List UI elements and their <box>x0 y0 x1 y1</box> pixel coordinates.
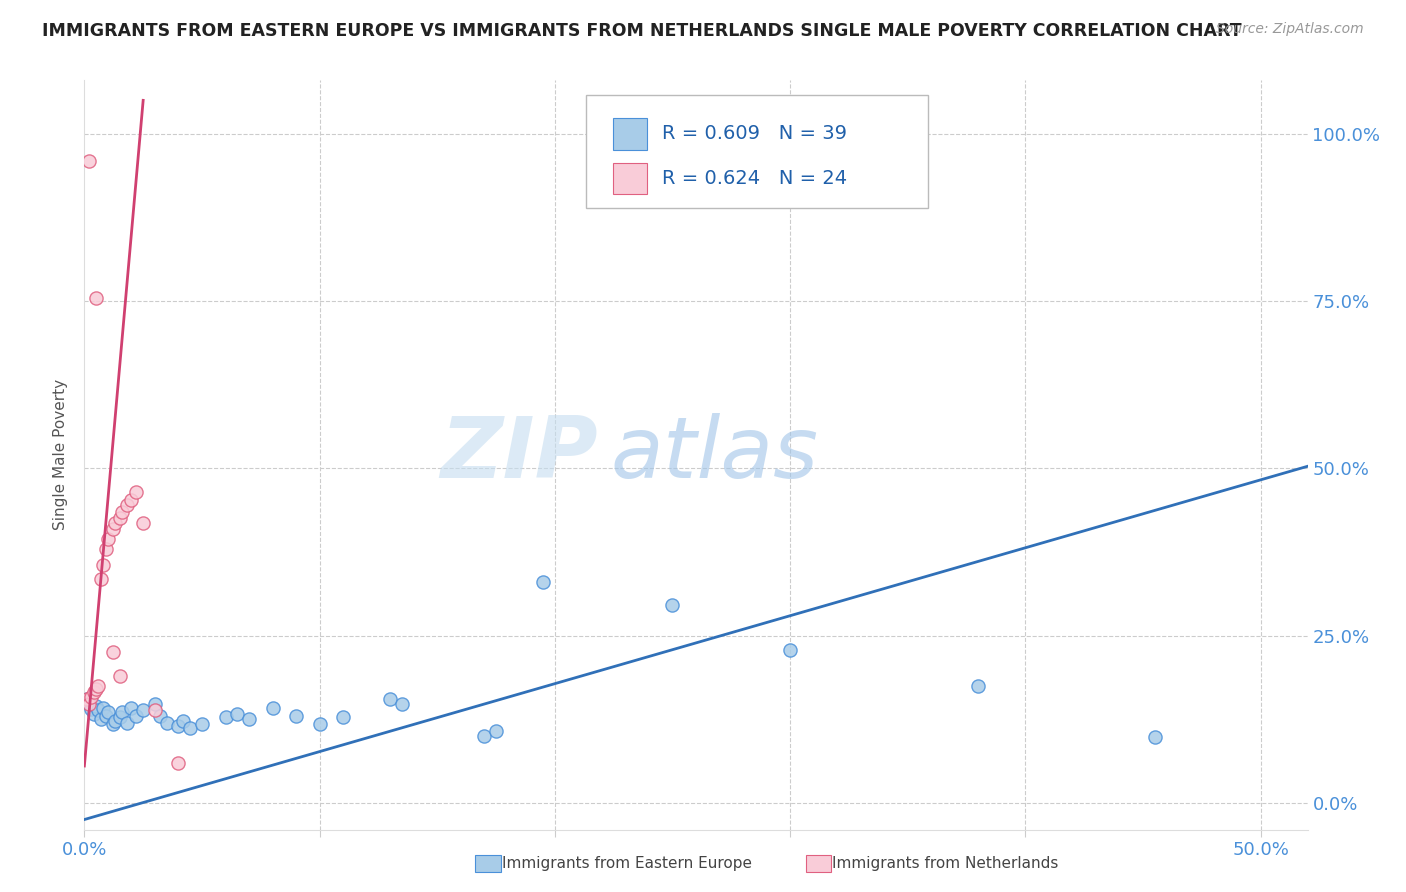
Point <box>104 714 127 728</box>
Point <box>167 756 190 770</box>
Point <box>94 708 117 723</box>
Point <box>132 516 155 530</box>
Point <box>111 505 134 519</box>
Point <box>101 645 124 659</box>
Point <box>167 719 190 733</box>
Text: Source: ZipAtlas.com: Source: ZipAtlas.com <box>1216 22 1364 37</box>
Point <box>108 511 131 525</box>
Point <box>332 710 354 724</box>
Point <box>125 484 148 499</box>
Point <box>76 692 98 706</box>
Point <box>485 723 508 738</box>
Point <box>172 714 194 728</box>
Point <box>779 643 801 657</box>
Point <box>80 690 103 705</box>
Point <box>83 685 105 699</box>
Point <box>661 599 683 613</box>
Point <box>84 698 107 713</box>
Point <box>120 493 142 508</box>
Point <box>94 541 117 556</box>
Point <box>97 532 120 546</box>
Point <box>108 669 131 683</box>
Point <box>380 692 402 706</box>
Point <box>214 710 236 724</box>
Y-axis label: Single Male Poverty: Single Male Poverty <box>53 379 69 531</box>
Text: Immigrants from Eastern Europe: Immigrants from Eastern Europe <box>502 856 752 871</box>
Point <box>91 701 114 715</box>
Bar <box>613 119 647 150</box>
Point <box>77 697 100 711</box>
Text: R = 0.624   N = 24: R = 0.624 N = 24 <box>662 169 846 188</box>
Text: atlas: atlas <box>610 413 818 497</box>
Point <box>80 702 103 716</box>
Point <box>77 153 100 168</box>
Bar <box>613 163 647 194</box>
Text: R = 0.609   N = 39: R = 0.609 N = 39 <box>662 124 846 144</box>
Point <box>76 692 98 706</box>
Text: IMMIGRANTS FROM EASTERN EUROPE VS IMMIGRANTS FROM NETHERLANDS SINGLE MALE POVERT: IMMIGRANTS FROM EASTERN EUROPE VS IMMIGR… <box>42 22 1241 40</box>
Point <box>90 572 112 586</box>
Point <box>91 558 114 573</box>
Point <box>132 703 155 717</box>
Text: ZIP: ZIP <box>440 413 598 497</box>
Text: Immigrants from Netherlands: Immigrants from Netherlands <box>832 856 1059 871</box>
Point <box>1143 730 1166 744</box>
Point <box>156 715 179 730</box>
Point <box>111 706 134 720</box>
Point <box>226 707 249 722</box>
Point <box>472 729 495 743</box>
Point <box>179 721 201 735</box>
Point <box>87 679 110 693</box>
Point <box>90 712 112 726</box>
Point <box>87 703 110 717</box>
Point <box>104 516 127 530</box>
Point <box>120 701 142 715</box>
Point <box>143 697 166 711</box>
Point <box>125 708 148 723</box>
Point <box>84 291 107 305</box>
Point <box>285 708 308 723</box>
Point <box>262 701 284 715</box>
Point <box>191 717 214 731</box>
Point <box>97 706 120 720</box>
Point <box>308 717 330 731</box>
Point <box>967 679 990 693</box>
FancyBboxPatch shape <box>586 95 928 208</box>
Point <box>84 682 107 697</box>
Point <box>83 707 105 722</box>
Point <box>77 697 100 711</box>
Point <box>238 712 260 726</box>
Point <box>391 697 413 711</box>
Point <box>143 703 166 717</box>
Point <box>531 575 554 590</box>
Point <box>101 717 124 731</box>
Point <box>108 710 131 724</box>
Point <box>115 715 138 730</box>
Point <box>101 522 124 536</box>
Point <box>115 498 138 512</box>
Point <box>149 708 172 723</box>
